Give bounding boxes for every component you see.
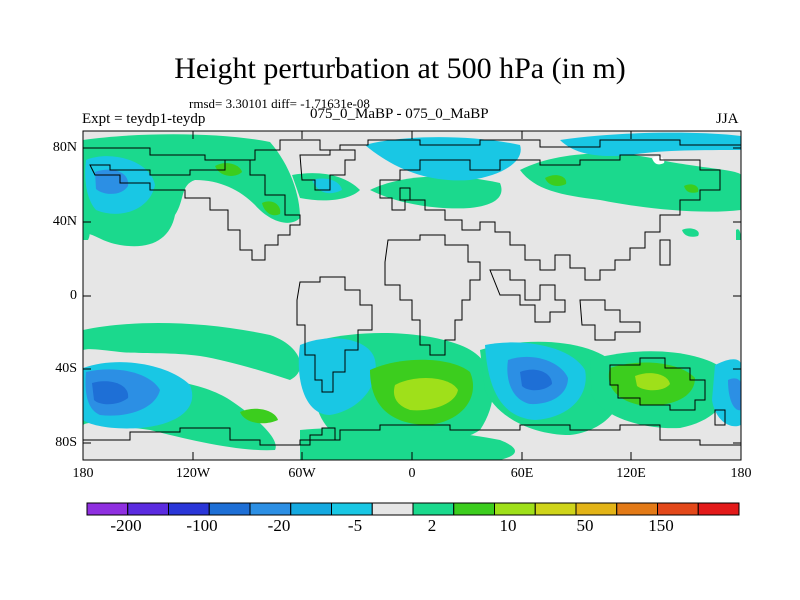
contour-yellowgreen-south-far-east [635,373,670,391]
contour-green-south-bottom [300,427,515,460]
colorbar [86,502,740,516]
colorbar-box [331,502,373,516]
season-label: JJA [716,111,739,127]
lat-tick-label: 40S [55,361,77,376]
coast-southeast-asia [579,299,641,341]
colorbar-box [657,502,699,516]
contour-white-north-spot [652,156,665,165]
lat-tick-label: 40N [52,214,77,229]
contour-green-north-left-edge [83,227,90,240]
contour-green-north-west [83,134,300,247]
contour-lightgreen-north-2 [262,201,281,216]
colorbar-box [127,502,169,516]
coast-new-zealand [714,409,726,426]
colorbar-box [168,502,210,516]
contour-green-north-top-right [520,153,741,212]
colorbar-box [86,502,129,516]
lon-tick-label: 60W [288,466,316,481]
lat-tick-label: 80S [55,435,77,450]
colorbar-label: 10 [499,516,517,535]
lon-tick-label: 60E [510,466,534,481]
coast-australia [609,357,706,411]
contour-green-south-west [83,323,301,380]
coast-eurasia [379,154,721,281]
coastlines [83,139,741,446]
coast-antarctica [83,424,741,446]
contour-deepblue-south-east [520,369,552,391]
colorbar-box [371,502,414,516]
coast-africa [384,234,481,356]
colorbar-label: -200 [110,516,142,535]
contour-lightgreen-south-west [240,408,278,424]
coast-arctic [83,139,741,161]
lat-tick-label: 0 [70,288,77,303]
colorbar-box [697,502,740,516]
contour-deepblue-south-west [92,381,129,405]
colorbar-box [412,502,455,516]
colorbar-box [290,502,332,516]
plot-title: Height perturbation at 500 hPa (in m) [174,52,626,85]
coast-greenland [299,149,356,191]
colorbar-label: -20 [267,516,291,535]
lon-tick-label: 180 [72,466,94,481]
lon-tick-label: 180 [730,466,752,481]
contour-green-north-small [682,228,699,237]
contour-lightgreen-north-right-1 [545,175,567,186]
colorbar-box [534,502,577,516]
coast-uk [399,187,411,201]
contour-yellowgreen-south-mid [393,377,458,411]
colorbar-label: -5 [347,516,363,535]
contour-lightgreen-north-right-2 [684,184,699,193]
colorbar-box [208,502,251,516]
coast-antarctic-peninsula [300,427,336,446]
coast-japan [659,239,671,266]
contour-blue-north-top-right [560,132,741,157]
colorbar-label: -100 [186,516,218,535]
lon-tick-label: 0 [408,466,416,481]
contour-darkblue-south-right-edge [728,378,741,411]
colorbar-box [575,502,618,516]
colorbar-box [494,502,536,516]
experiment-label: Expt = teydp1-teydp [82,111,206,127]
colorbar-box [453,502,495,516]
lat-tick-label: 80N [52,140,77,155]
period-label: 075_0_MaBP - 075_0_MaBP [310,106,489,122]
lon-tick-label: 120E [616,466,646,481]
coast-north-america [89,159,301,261]
contour-lightgreen-north [215,163,242,176]
coast-arabia-india [489,269,566,323]
colorbar-label: 50 [576,516,594,535]
stats-text: rmsd= 3.30101 diff= -1.71631e-08 [189,96,370,111]
lon-tick-label: 120W [175,466,211,481]
contour-field [83,131,741,460]
colorbar-box [616,502,658,516]
colorbar-label: 150 [648,516,674,535]
colorbar-label: 2 [427,516,437,535]
colorbar-box [249,502,292,516]
contour-blue-south-mid [298,338,376,415]
contour-green-north-right-edge [736,229,741,240]
axis-ticks [83,131,741,460]
coast-south-america [296,276,373,393]
